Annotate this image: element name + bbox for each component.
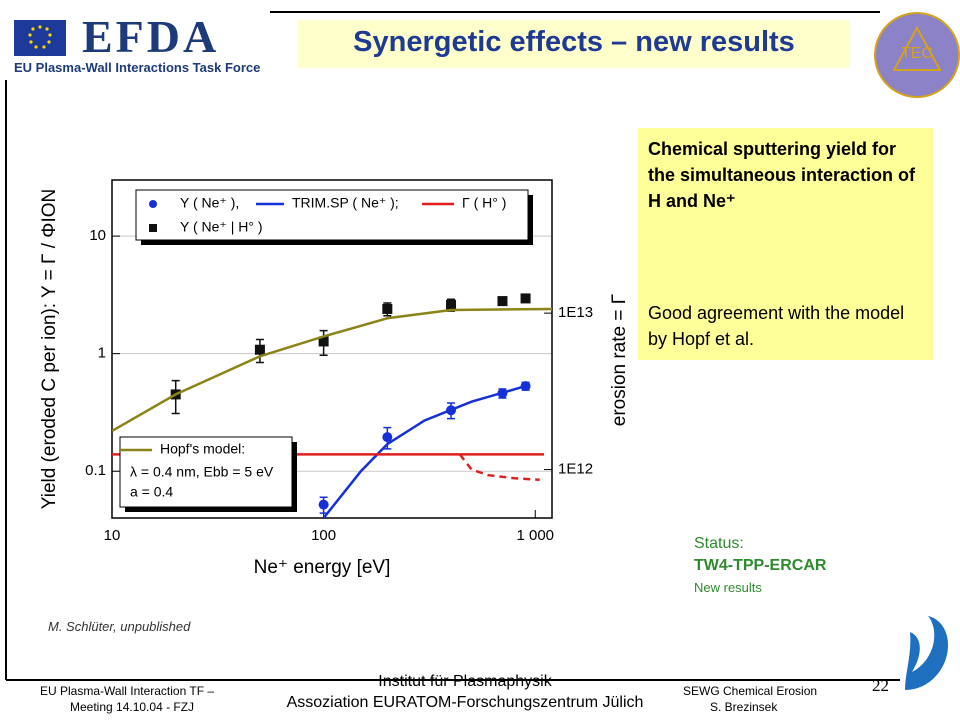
legend (135, 189, 529, 241)
legend-label: Γ ( H° ) (462, 195, 506, 211)
text-heading: Chemical sputtering yield for the simult… (648, 139, 916, 212)
data-point (520, 293, 531, 304)
y2-tick-label: 1E13 (558, 304, 593, 321)
credit: M. Schlüter, unpublished (48, 619, 191, 634)
footer-left: Meeting 14.10.04 - FZJ (70, 700, 195, 714)
flag-stars (28, 25, 52, 49)
logo-subtitle: EU Plasma-Wall Interactions Task Force (14, 60, 261, 75)
x-tick-label: 1 000 (516, 527, 554, 544)
title-box (298, 20, 850, 68)
data-point (318, 336, 329, 347)
data-point (318, 499, 329, 510)
tec-triangle (892, 25, 942, 71)
tec-badge (874, 12, 960, 98)
legend-marker (149, 224, 157, 232)
plot-frame (111, 179, 553, 519)
y2-axis-label: erosion rate = Γ (609, 294, 630, 426)
text-box (638, 128, 933, 360)
legend-marker (149, 200, 157, 208)
legend-label: Y ( Ne⁺ | H° ) (180, 219, 263, 235)
footer-right: SEWG Chemical Erosion (683, 684, 818, 698)
series-line (458, 453, 540, 482)
status-note: New results (694, 580, 762, 595)
legend (119, 436, 293, 508)
data-point (497, 296, 508, 307)
data-point (382, 432, 393, 443)
badge-text: TEC (901, 45, 933, 62)
model-param: a = 0.4 (130, 484, 173, 500)
series-line (322, 384, 526, 518)
status-task: TW4-TPP-ERCAR (694, 557, 827, 574)
legend-label: TRIM.SP ( Ne⁺ ); (292, 195, 399, 211)
y-tick-label: 10 (89, 227, 106, 244)
status-label: Status: (694, 535, 744, 552)
y-tick-label: 1 (98, 345, 106, 362)
page-number: 22 (872, 676, 889, 695)
slide-title: Synergetic effects – new results (353, 26, 795, 58)
legend-label: Hopf's model: (160, 441, 245, 457)
x-tick-label: 100 (311, 527, 336, 544)
y2-tick-label: 1E12 (558, 461, 593, 478)
data-point (254, 344, 265, 355)
data-point (446, 299, 457, 310)
x-axis-label: Ne⁺ energy [eV] (254, 557, 391, 578)
logo-text: EFDA (82, 11, 220, 62)
footer-right: S. Brezinsek (710, 700, 778, 714)
ipp-logo (905, 616, 948, 690)
footer-center: Assoziation EURATOM-Forschungszentrum Jü… (286, 694, 644, 711)
footer-center: Institut für Plasmaphysik (378, 673, 552, 690)
plot (112, 293, 552, 518)
footer-left: EU Plasma-Wall Interaction TF – (40, 684, 215, 698)
series-line (112, 307, 552, 433)
text-body: Good agreement with the model by Hopf et… (648, 303, 905, 350)
x-tick-label: 10 (104, 527, 121, 544)
model-param: λ = 0.4 nm, Ebb = 5 eV (130, 464, 274, 480)
y-axis-label: Yield (eroded C per ion): Y = Γ / ΦION (39, 189, 60, 509)
data-point (382, 303, 393, 314)
y-tick-label: 0.1 (85, 462, 106, 479)
legend-label: Y ( Ne⁺ ), (180, 195, 239, 211)
